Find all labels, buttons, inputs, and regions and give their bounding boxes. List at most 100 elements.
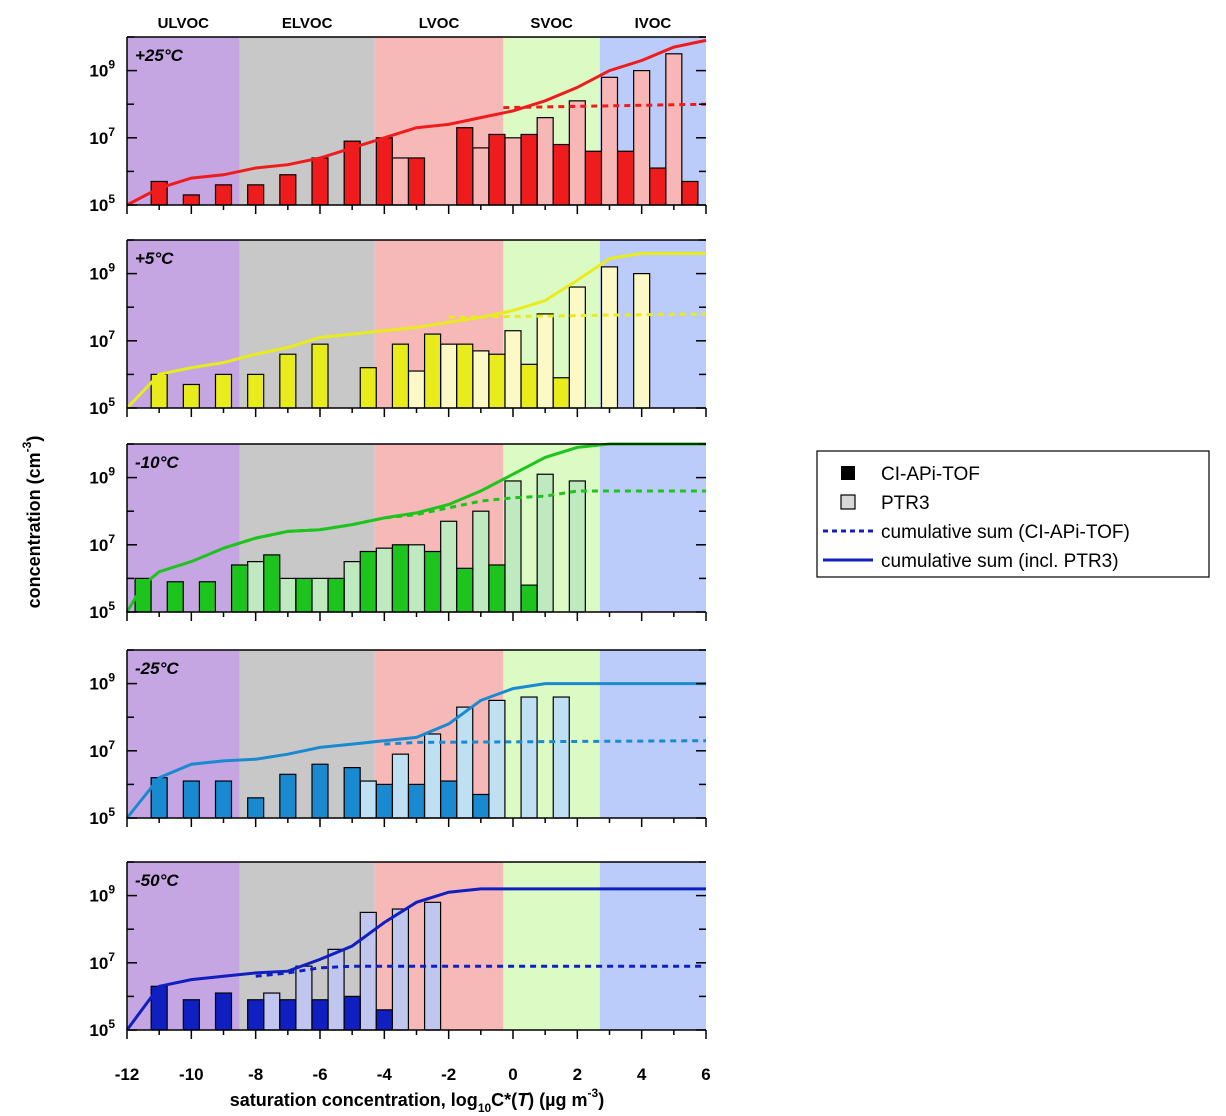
cumulative-total-line bbox=[126, 38, 707, 207]
ci-apitof-bar bbox=[279, 353, 297, 409]
legend-box bbox=[816, 450, 1210, 578]
ci-apitof-bar bbox=[198, 581, 217, 613]
ci-apitof-bar bbox=[616, 150, 635, 206]
cumulative-ci-line bbox=[448, 312, 707, 319]
ci-apitof-bar bbox=[279, 999, 297, 1031]
panel-0: 105 107 109 +25°C bbox=[89, 36, 707, 215]
ptr3-bar bbox=[665, 53, 683, 206]
ci-apitof-bar bbox=[391, 544, 410, 613]
ci-apitof-bar bbox=[166, 581, 184, 613]
ci-apitof-bar bbox=[182, 383, 200, 409]
panel-3: 105 107 109 -25°C bbox=[89, 649, 707, 828]
ptr3-bar bbox=[472, 350, 490, 409]
ci-apitof-bar bbox=[247, 184, 265, 206]
y-tick-label: 109 bbox=[89, 883, 115, 906]
ci-apitof-bar bbox=[375, 137, 393, 206]
x-tick-label: -12 bbox=[115, 1065, 140, 1084]
ptr3-bar bbox=[423, 733, 442, 819]
ci-apitof-bar bbox=[359, 550, 377, 613]
ptr3-bar bbox=[440, 520, 458, 613]
legend-swatch-open bbox=[840, 494, 856, 510]
cumulative-ci-line bbox=[255, 964, 706, 978]
panel-temperature-label: +25°C bbox=[135, 46, 184, 65]
class-label-lvoc: LVOC bbox=[419, 15, 460, 32]
y-tick-label: 105 bbox=[89, 395, 115, 418]
y-tick-label: 105 bbox=[89, 599, 115, 622]
ptr3-bar bbox=[488, 699, 506, 819]
y-tick-label: 109 bbox=[89, 465, 115, 488]
ci-apitof-bar bbox=[456, 567, 474, 613]
ci-apitof-bar bbox=[359, 367, 377, 409]
legend-label: cumulative sum (incl. PTR3) bbox=[881, 551, 1119, 572]
y-tick-label: 109 bbox=[89, 671, 115, 694]
ptr3-bar bbox=[359, 780, 377, 819]
cumulative-total-line bbox=[125, 251, 706, 410]
ci-apitof-bar bbox=[488, 133, 506, 206]
ptr3-bar bbox=[375, 547, 393, 613]
ptr3-bar bbox=[504, 137, 522, 206]
ci-apitof-bar bbox=[681, 180, 699, 206]
ci-apitof-bar bbox=[423, 333, 442, 409]
ptr3-bar bbox=[391, 157, 410, 206]
ptr3-bar bbox=[247, 560, 265, 613]
band-ivoc bbox=[599, 862, 706, 1030]
ci-apitof-bar bbox=[311, 763, 329, 819]
cumulative-ci-line bbox=[503, 102, 707, 110]
ptr3-bar bbox=[456, 706, 474, 819]
ci-apitof-bar bbox=[279, 773, 297, 819]
ci-apitof-bar bbox=[375, 1009, 393, 1031]
ptr3-bar bbox=[568, 480, 586, 613]
x-tick-label: -2 bbox=[441, 1065, 456, 1084]
ptr3-bar bbox=[327, 948, 345, 1031]
ptr3-bar bbox=[633, 273, 651, 409]
ci-apitof-bar bbox=[247, 373, 265, 409]
ptr3-bar bbox=[472, 510, 490, 613]
ptr3-bar bbox=[536, 117, 554, 206]
x-tick-label: 6 bbox=[701, 1065, 710, 1084]
ptr3-bar bbox=[600, 76, 619, 206]
ci-apitof-bar bbox=[279, 174, 297, 206]
ci-apitof-bar bbox=[423, 550, 442, 613]
ci-apitof-bar bbox=[375, 783, 393, 819]
ptr3-bar bbox=[633, 69, 651, 206]
ptr3-bar bbox=[407, 370, 426, 409]
ptr3-bar bbox=[279, 577, 297, 613]
volatility-class-labels: ULVOC ELVOC LVOC SVOC IVOC bbox=[158, 15, 672, 32]
x-tick-label: 2 bbox=[573, 1065, 582, 1084]
ptr3-bar bbox=[343, 560, 361, 613]
x-tick-label: 0 bbox=[508, 1065, 517, 1084]
ci-apitof-bar bbox=[182, 999, 200, 1031]
y-tick-label: 105 bbox=[89, 1017, 115, 1040]
ptr3-bar bbox=[311, 577, 329, 613]
band-ivoc bbox=[599, 650, 706, 818]
ci-apitof-bar bbox=[649, 167, 667, 206]
x-tick-label: 4 bbox=[637, 1065, 647, 1084]
ptr3-bar bbox=[520, 696, 538, 819]
y-axis-label: concentration (cm-3) bbox=[20, 436, 44, 609]
y-tick-label: 107 bbox=[89, 328, 115, 351]
y-tick-label: 107 bbox=[89, 950, 115, 973]
ptr3-bar bbox=[568, 286, 586, 409]
ci-apitof-bar bbox=[472, 793, 490, 819]
ptr3-bar bbox=[391, 753, 410, 819]
cumulative-ci-line bbox=[384, 739, 707, 746]
ci-apitof-bar bbox=[214, 373, 233, 409]
cumulative-total-line bbox=[125, 887, 706, 1031]
panel-1: 105 107 109 +5°C bbox=[89, 239, 707, 418]
ptr3-bar bbox=[600, 266, 619, 409]
x-tick-label: -4 bbox=[377, 1065, 393, 1084]
class-label-ulvoc: ULVOC bbox=[158, 15, 210, 32]
class-label-svoc: SVOC bbox=[530, 15, 573, 32]
panel-2: 105 107 109 -10°C bbox=[89, 442, 707, 622]
ci-apitof-bar bbox=[520, 363, 538, 409]
ci-apitof-bar bbox=[263, 554, 281, 613]
ci-apitof-bar bbox=[440, 780, 458, 819]
class-label-ivoc: IVOC bbox=[635, 15, 672, 32]
ci-apitof-bar bbox=[407, 783, 426, 819]
ptr3-bar bbox=[552, 696, 570, 819]
ptr3-bar bbox=[568, 100, 586, 206]
y-tick-label: 107 bbox=[89, 532, 115, 555]
ci-apitof-bar bbox=[520, 584, 538, 613]
x-tick-label: -6 bbox=[312, 1065, 327, 1084]
ci-apitof-bar bbox=[182, 780, 200, 819]
